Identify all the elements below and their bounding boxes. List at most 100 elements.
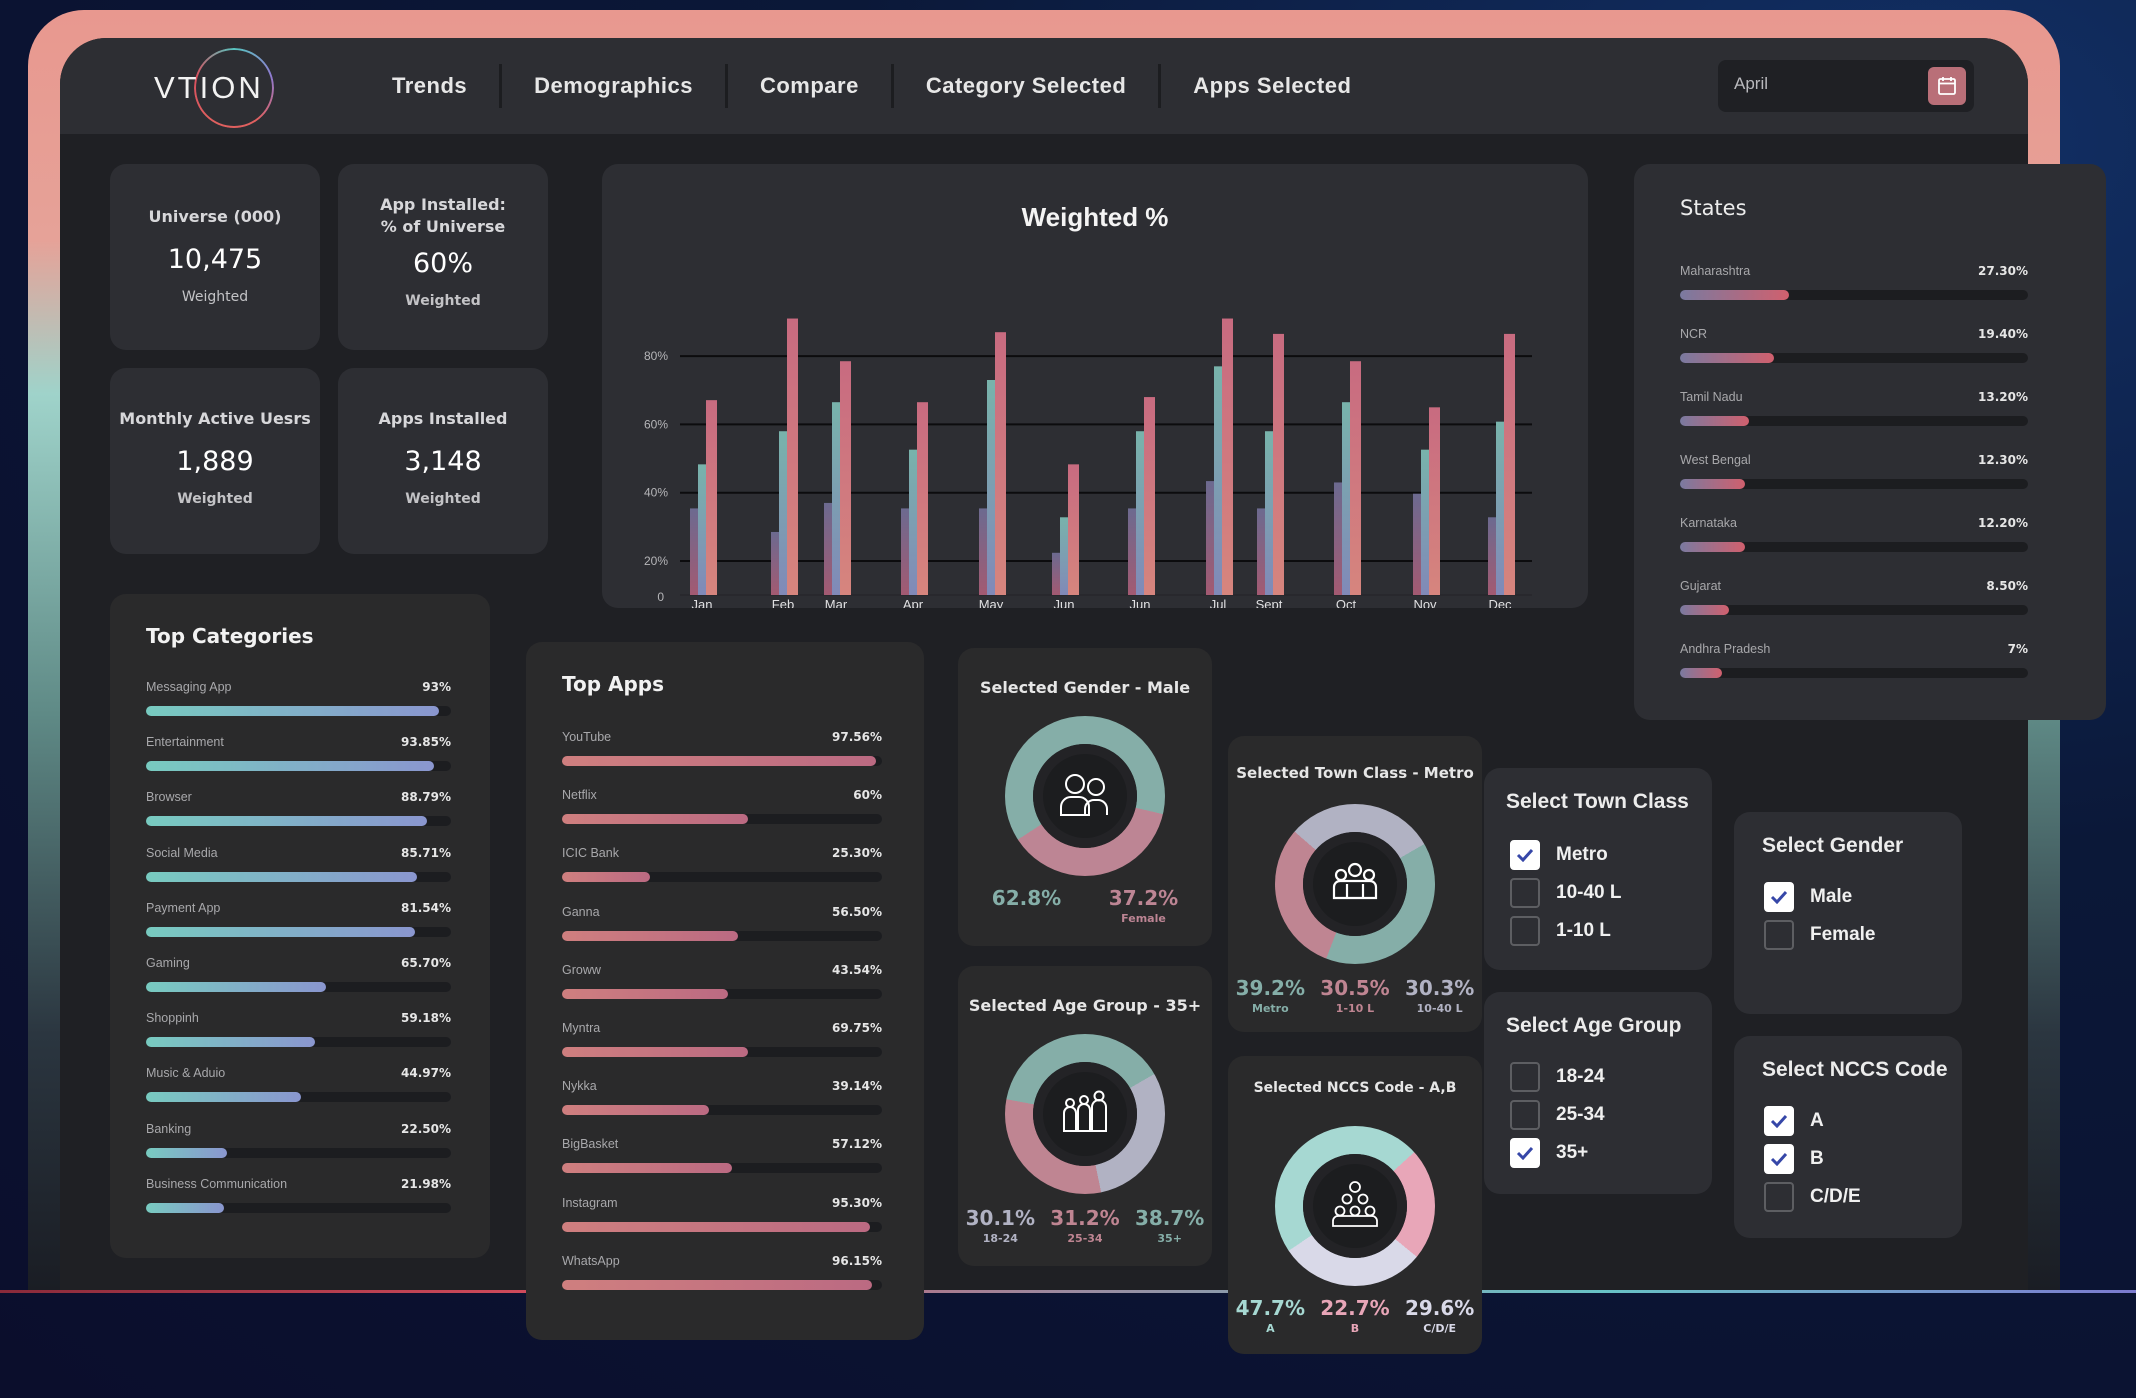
bar-list-item[interactable]: Social Media 85.71% bbox=[146, 846, 451, 901]
checkbox-option[interactable]: Female bbox=[1764, 916, 1875, 954]
bar-list-item[interactable]: Banking 22.50% bbox=[146, 1122, 451, 1177]
bar-list-item[interactable]: Andhra Pradesh 7% bbox=[1680, 642, 2028, 705]
x-tick-label: Jan bbox=[692, 597, 713, 608]
checkbox[interactable] bbox=[1764, 882, 1794, 912]
bar-series-1-jan[interactable] bbox=[690, 508, 699, 595]
bar-list-item[interactable]: Gujarat 8.50% bbox=[1680, 579, 2028, 642]
nav-category-selected[interactable]: Category Selected bbox=[925, 73, 1127, 98]
progress-fill bbox=[562, 988, 728, 999]
bar-list-item[interactable]: ICIC Bank 25.30% bbox=[562, 846, 882, 904]
nav-compare[interactable]: Compare bbox=[759, 73, 859, 98]
checkbox-option[interactable]: 10-40 L bbox=[1510, 874, 1621, 912]
bar-label: WhatsApp bbox=[562, 1253, 620, 1268]
bar-series-2-jul[interactable] bbox=[1214, 366, 1223, 595]
bar-list-item[interactable]: Payment App 81.54% bbox=[146, 901, 451, 956]
checkbox[interactable] bbox=[1764, 1144, 1794, 1174]
checkbox[interactable] bbox=[1510, 1138, 1540, 1168]
bar-series-1-sept[interactable] bbox=[1257, 508, 1266, 595]
bar-series-1-dec[interactable] bbox=[1488, 517, 1497, 595]
bar-series-2-jan[interactable] bbox=[698, 464, 707, 595]
bar-list-item[interactable]: Gaming 65.70% bbox=[146, 956, 451, 1011]
filter-title: Select Town Class bbox=[1506, 790, 1689, 813]
bar-series-3-oct[interactable] bbox=[1350, 361, 1361, 595]
bar-list-item[interactable]: Music & Aduio 44.97% bbox=[146, 1066, 451, 1121]
checkbox[interactable] bbox=[1510, 1062, 1540, 1092]
bar-series-3-sept[interactable] bbox=[1273, 333, 1284, 595]
checkbox[interactable] bbox=[1510, 916, 1540, 946]
checkbox[interactable] bbox=[1764, 1182, 1794, 1212]
bar-list-item[interactable]: West Bengal 12.30% bbox=[1680, 453, 2028, 516]
bar-series-1-jun[interactable] bbox=[1052, 552, 1061, 595]
checkbox-option[interactable]: C/D/E bbox=[1764, 1178, 1861, 1216]
bar-list-item[interactable]: BigBasket 57.12% bbox=[562, 1137, 882, 1195]
bar-series-2-oct[interactable] bbox=[1342, 402, 1351, 595]
bar-series-3-may[interactable] bbox=[995, 332, 1006, 595]
bar-list-item[interactable]: Netflix 60% bbox=[562, 788, 882, 846]
y-tick-label: 60% bbox=[644, 417, 668, 431]
bar-series-2-jun[interactable] bbox=[1136, 431, 1145, 595]
bar-list-item[interactable]: Ganna 56.50% bbox=[562, 905, 882, 963]
checkbox-option[interactable]: Male bbox=[1764, 878, 1875, 916]
bar-series-3-apr[interactable] bbox=[917, 402, 928, 595]
bar-series-3-mar[interactable] bbox=[840, 361, 851, 595]
bar-series-2-mar[interactable] bbox=[832, 402, 841, 595]
bar-series-2-apr[interactable] bbox=[909, 449, 918, 595]
bar-series-2-may[interactable] bbox=[987, 380, 996, 595]
bar-series-3-jun[interactable] bbox=[1068, 464, 1079, 595]
vtion-logo[interactable]: VTION bbox=[136, 48, 296, 128]
bar-series-2-jun[interactable] bbox=[1060, 517, 1069, 595]
bar-list-item[interactable]: Myntra 69.75% bbox=[562, 1021, 882, 1079]
checkbox[interactable] bbox=[1764, 920, 1794, 950]
bar-series-3-feb[interactable] bbox=[787, 318, 798, 595]
bar-list-item[interactable]: Entertainment 93.85% bbox=[146, 735, 451, 790]
bar-series-1-may[interactable] bbox=[979, 508, 988, 595]
month-date-picker[interactable]: April bbox=[1718, 60, 1974, 112]
bar-series-3-jul[interactable] bbox=[1222, 318, 1233, 595]
bar-series-3-dec[interactable] bbox=[1504, 333, 1515, 595]
checkbox-option[interactable]: 25-34 bbox=[1510, 1096, 1605, 1134]
bar-series-1-apr[interactable] bbox=[901, 508, 910, 595]
checkbox-option[interactable]: 35+ bbox=[1510, 1134, 1605, 1172]
checkbox-option[interactable]: A bbox=[1764, 1102, 1861, 1140]
bar-series-3-jun[interactable] bbox=[1144, 397, 1155, 595]
checkbox[interactable] bbox=[1764, 1106, 1794, 1136]
bar-series-1-oct[interactable] bbox=[1334, 482, 1343, 595]
checkbox-option[interactable]: B bbox=[1764, 1140, 1861, 1178]
bar-list-item[interactable]: NCR 19.40% bbox=[1680, 327, 2028, 390]
checkbox[interactable] bbox=[1510, 878, 1540, 908]
bar-list-item[interactable]: Browser 88.79% bbox=[146, 790, 451, 845]
bar-series-3-jan[interactable] bbox=[706, 400, 717, 595]
nav-trends[interactable]: Trends bbox=[392, 73, 468, 98]
bar-series-1-nov[interactable] bbox=[1413, 493, 1422, 595]
bar-series-2-sept[interactable] bbox=[1265, 431, 1274, 595]
checkbox[interactable] bbox=[1510, 840, 1540, 870]
bar-list-item[interactable]: WhatsApp 96.15% bbox=[562, 1254, 882, 1312]
checkbox-option[interactable]: 1-10 L bbox=[1510, 912, 1621, 950]
bar-list-item[interactable]: Business Communication 21.98% bbox=[146, 1177, 451, 1232]
bar-series-3-nov[interactable] bbox=[1429, 407, 1440, 595]
bar-list-item[interactable]: Shoppinh 59.18% bbox=[146, 1011, 451, 1066]
bar-list-item[interactable]: Messaging App 93% bbox=[146, 680, 451, 735]
bar-series-1-jul[interactable] bbox=[1206, 481, 1215, 595]
checkbox-option[interactable]: Metro bbox=[1510, 836, 1621, 874]
bar-list-item[interactable]: Instagram 95.30% bbox=[562, 1196, 882, 1254]
bar-list-item[interactable]: Maharashtra 27.30% bbox=[1680, 264, 2028, 327]
bar-list-item[interactable]: Nykka 39.14% bbox=[562, 1079, 882, 1137]
bar-series-1-jun[interactable] bbox=[1128, 508, 1137, 595]
nav-apps-selected[interactable]: Apps Selected bbox=[1193, 73, 1352, 98]
checkbox-option[interactable]: 18-24 bbox=[1510, 1058, 1605, 1096]
bar-list-item[interactable]: Tamil Nadu 13.20% bbox=[1680, 390, 2028, 453]
weighted-percent-chart-card: Weighted % 0 20% 40% 60% 80% Jan Feb Mar Apr May J… bbox=[602, 164, 1588, 608]
bar-series-2-dec[interactable] bbox=[1496, 421, 1505, 595]
bar-series-2-nov[interactable] bbox=[1421, 449, 1430, 595]
calendar-button[interactable] bbox=[1928, 67, 1966, 105]
bar-list-item[interactable]: Groww 43.54% bbox=[562, 963, 882, 1021]
bar-list-item[interactable]: YouTube 97.56% bbox=[562, 730, 882, 788]
bar-series-2-feb[interactable] bbox=[779, 431, 788, 595]
bar-series-1-feb[interactable] bbox=[771, 531, 780, 595]
checkbox[interactable] bbox=[1510, 1100, 1540, 1130]
bar-series-1-mar[interactable] bbox=[824, 502, 833, 595]
nav-demographics[interactable]: Demographics bbox=[534, 73, 693, 98]
bar-list-item[interactable]: Karnataka 12.20% bbox=[1680, 516, 2028, 579]
check-icon bbox=[1770, 1114, 1788, 1128]
